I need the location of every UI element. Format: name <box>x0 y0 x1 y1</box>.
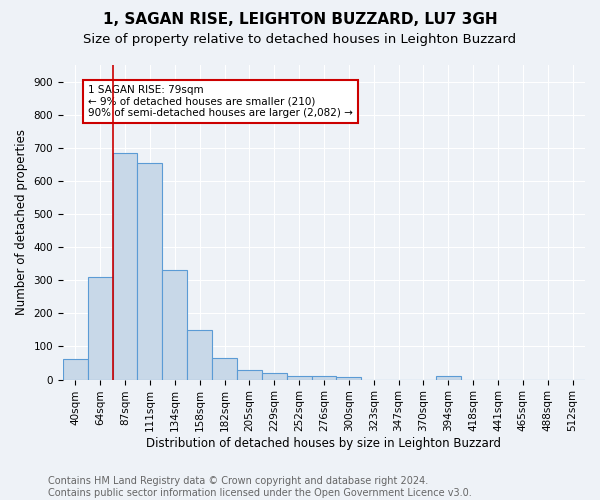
Bar <box>63 358 88 380</box>
Bar <box>163 270 187 380</box>
Bar <box>287 376 311 380</box>
Bar <box>311 376 337 380</box>
Bar <box>187 330 212 380</box>
Text: 1 SAGAN RISE: 79sqm
← 9% of detached houses are smaller (210)
90% of semi-detach: 1 SAGAN RISE: 79sqm ← 9% of detached hou… <box>88 85 353 118</box>
Bar <box>113 153 137 380</box>
Text: 1, SAGAN RISE, LEIGHTON BUZZARD, LU7 3GH: 1, SAGAN RISE, LEIGHTON BUZZARD, LU7 3GH <box>103 12 497 28</box>
Text: Size of property relative to detached houses in Leighton Buzzard: Size of property relative to detached ho… <box>83 32 517 46</box>
X-axis label: Distribution of detached houses by size in Leighton Buzzard: Distribution of detached houses by size … <box>146 437 502 450</box>
Y-axis label: Number of detached properties: Number of detached properties <box>15 130 28 316</box>
Text: Contains HM Land Registry data © Crown copyright and database right 2024.
Contai: Contains HM Land Registry data © Crown c… <box>48 476 472 498</box>
Bar <box>88 277 113 380</box>
Bar <box>337 377 361 380</box>
Bar <box>137 162 163 380</box>
Bar <box>212 358 237 380</box>
Bar <box>436 376 461 380</box>
Bar <box>262 373 287 380</box>
Bar <box>237 370 262 380</box>
